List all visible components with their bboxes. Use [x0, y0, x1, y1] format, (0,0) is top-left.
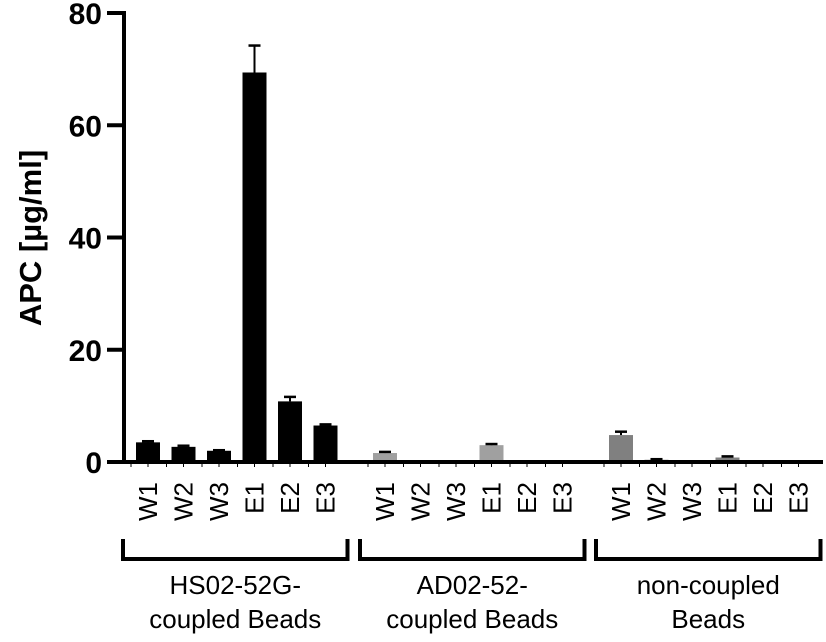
y-tick-label: 0	[85, 447, 102, 480]
group-bracket	[358, 539, 587, 561]
bar-group	[136, 44, 338, 463]
y-axis-label: APC [µg/ml]	[13, 150, 48, 326]
bar	[136, 442, 160, 462]
x-tick-label: E1	[240, 482, 270, 514]
bar-group	[373, 442, 504, 462]
x-tick-label: E1	[713, 482, 743, 514]
x-tick-label: E3	[548, 482, 578, 514]
y-tick-label: 80	[69, 0, 102, 31]
bar	[242, 72, 267, 463]
bar	[609, 435, 633, 462]
x-tick-label: E2	[748, 482, 778, 514]
x-tick-label: W3	[441, 482, 471, 521]
x-tick-label: W2	[169, 482, 199, 521]
group-label: coupled Beads	[386, 604, 558, 634]
bar	[171, 446, 196, 462]
y-tick-label: 20	[69, 335, 102, 368]
y-tick-label: 40	[69, 223, 102, 256]
x-tick-labels: W1 W2 W3 E1 E2 E3 W1 W2 W3 E1 E2 E3 W1 W2 W3 E1 E2 E3	[130, 462, 814, 521]
y-axis: 0 20 40 60 80	[69, 0, 126, 480]
group-label: Beads	[671, 604, 745, 634]
x-tick-label: W1	[606, 482, 636, 521]
bar	[479, 445, 504, 462]
group-label: HS02-52G-	[170, 570, 302, 600]
bar	[278, 401, 302, 462]
bar	[313, 425, 338, 462]
bar	[715, 457, 740, 462]
group-label: coupled Beads	[149, 604, 321, 634]
group-bracket	[594, 539, 823, 561]
x-tick-label: E2	[275, 482, 305, 514]
x-tick-label: W2	[642, 482, 672, 521]
bar	[373, 453, 397, 462]
x-tick-label: W3	[204, 482, 234, 521]
x-tick-label: W1	[370, 482, 400, 521]
group-label: non-coupled	[637, 570, 780, 600]
x-tick-label: E3	[311, 482, 341, 514]
x-tick-label: W1	[133, 482, 163, 521]
x-tick-label: W3	[677, 482, 707, 521]
x-tick-label: E1	[477, 482, 507, 514]
group-brackets: HS02-52G-coupled Beads AD02-52- coupled Be…	[121, 539, 823, 634]
x-tick-label: E3	[784, 482, 814, 514]
x-tick-label: W2	[406, 482, 436, 521]
bar	[207, 450, 231, 462]
group-bracket	[121, 539, 350, 561]
bars	[136, 44, 740, 463]
y-tick-label: 60	[69, 110, 102, 143]
group-label: AD02-52-	[417, 570, 528, 600]
x-tick-label: E2	[512, 482, 542, 514]
bar-group	[609, 430, 740, 462]
